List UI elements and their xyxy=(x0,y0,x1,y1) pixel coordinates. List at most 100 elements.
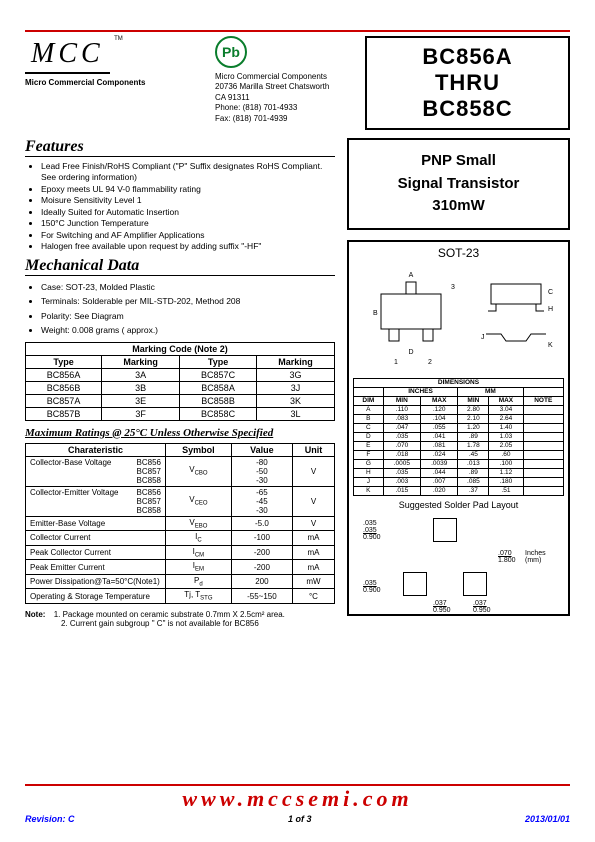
dim-cell xyxy=(523,423,564,432)
pad-rect xyxy=(433,518,457,542)
dim-cell: .085 xyxy=(458,477,489,486)
logo-text: MCC xyxy=(25,36,110,74)
dim-cell: .45 xyxy=(458,450,489,459)
dim-cell: E xyxy=(354,441,384,450)
dim-cell: .015 xyxy=(383,486,420,495)
svg-text:3: 3 xyxy=(451,284,455,291)
dim-cell: 2.10 xyxy=(458,414,489,423)
sub: CEO xyxy=(195,501,208,507)
part: BC858 xyxy=(137,506,161,515)
dim-label: .070 xyxy=(498,550,512,557)
footer-row: Revision: C 1 of 3 2013/01/01 xyxy=(25,814,570,824)
dim-cell: 1.78 xyxy=(458,441,489,450)
package-drawing: A B D 1 2 3 C H J K xyxy=(353,264,564,374)
marking-table: Marking Code (Note 2) Type Marking Type … xyxy=(25,342,335,421)
ratings-val: 200 xyxy=(231,574,292,589)
dim-cell: .035 xyxy=(383,468,420,477)
ratings-char: Collector-Base VoltageBC856BC857BC858 xyxy=(26,456,166,486)
feature-item: 150°C Junction Temperature xyxy=(41,218,335,229)
dim-cell: .083 xyxy=(383,414,420,423)
dim-sub: DIM xyxy=(354,396,384,405)
notes-label: Note: xyxy=(25,610,45,619)
dim-cell: .035 xyxy=(383,432,420,441)
subtitle-line: Signal Transistor xyxy=(353,173,564,196)
marking-header: Marking xyxy=(102,355,180,368)
sub: CM xyxy=(195,552,204,558)
dim-cell: .120 xyxy=(421,405,458,414)
pad-dim: .0370.950 xyxy=(473,600,491,614)
pad-layout-drawing: .035.0350.900 .0701.800 Inches(mm) .0350… xyxy=(353,510,564,610)
dim-cell xyxy=(523,486,564,495)
ratings-unit: °C xyxy=(292,589,334,604)
pad-rect xyxy=(403,572,427,596)
dim-cell: 2.80 xyxy=(458,405,489,414)
ratings-sym: IC xyxy=(166,531,232,546)
dim-cell: F xyxy=(354,450,384,459)
ratings-val: -100 xyxy=(231,531,292,546)
svg-text:1: 1 xyxy=(394,359,398,366)
dim-cell: .60 xyxy=(489,450,523,459)
address-company: Micro Commercial Components xyxy=(215,72,355,82)
dim-cell xyxy=(523,405,564,414)
ratings-sym: VCEO xyxy=(166,486,232,516)
marking-header: Type xyxy=(180,355,257,368)
dim-cell: 1.40 xyxy=(489,423,523,432)
sub: EM xyxy=(195,567,204,573)
marking-cell: 3K xyxy=(257,394,335,407)
marking-cell: BC857A xyxy=(26,394,102,407)
mechanical-item: Weight: 0.008 grams ( approx.) xyxy=(41,323,335,337)
part: BC858 xyxy=(137,476,161,485)
dim-cell: 3.04 xyxy=(489,405,523,414)
ratings-val: -200 xyxy=(231,560,292,575)
val: -80 xyxy=(256,458,268,467)
left-column: Features Lead Free Finish/RoHS Compliant… xyxy=(25,138,335,628)
ratings-char: Peak Emitter Current xyxy=(26,560,166,575)
features-heading: Features xyxy=(25,138,335,157)
val: -30 xyxy=(256,476,268,485)
top-divider xyxy=(25,30,570,32)
dim-cell: .081 xyxy=(421,441,458,450)
mechanical-list: Case: SOT-23, Molded Plastic Terminals: … xyxy=(25,280,335,338)
address-block: Pb Micro Commercial Components 20736 Mar… xyxy=(215,36,355,130)
pad-dim: .0370.950 xyxy=(433,600,451,614)
address-fax: Fax: (818) 701-4939 xyxy=(215,114,355,124)
ratings-sym: VCBO xyxy=(166,456,232,486)
dim-sub: MAX xyxy=(421,396,458,405)
main-columns: Features Lead Free Finish/RoHS Compliant… xyxy=(25,138,570,628)
title-line3: BC858C xyxy=(373,96,562,122)
header: MCC TM Micro Commercial Components Pb Mi… xyxy=(25,36,570,130)
package-box: SOT-23 A B D 1 2 3 xyxy=(347,240,570,616)
val: -50 xyxy=(256,467,268,476)
ratings-char: Collector Current xyxy=(26,531,166,546)
max-ratings-title: Maximum Ratings @ 25°C Unless Otherwise … xyxy=(25,427,335,439)
ratings-header: Value xyxy=(231,443,292,456)
logo-subtitle: Micro Commercial Components xyxy=(25,78,205,87)
dim-cell: A xyxy=(354,405,384,414)
rohs-icon-label: Pb xyxy=(222,44,240,60)
marking-cell: BC858A xyxy=(180,381,257,394)
dim-cell: 2.05 xyxy=(489,441,523,450)
dim-cell: .024 xyxy=(421,450,458,459)
ratings-unit: V xyxy=(292,516,334,531)
footer: www.mccsemi.com Revision: C 1 of 3 2013/… xyxy=(25,784,570,824)
subtitle-line: 310mW xyxy=(353,195,564,218)
sub: STG xyxy=(200,596,212,602)
feature-item: Epoxy meets UL 94 V-0 flammability ratin… xyxy=(41,184,335,195)
dim-label: .037 xyxy=(473,600,487,607)
dim-cell: 1.03 xyxy=(489,432,523,441)
ratings-val: -5.0 xyxy=(231,516,292,531)
marking-cell: 3E xyxy=(102,394,180,407)
dim-header xyxy=(354,387,384,396)
ratings-char: Power Dissipation@Ta=50°C(Note1) xyxy=(26,574,166,589)
part: BC857 xyxy=(137,497,161,506)
package-title: SOT-23 xyxy=(353,246,564,260)
dimensions-table: DIMENSIONS INCHES MM DIM MIN MAX MIN MAX… xyxy=(353,378,564,496)
val: -45 xyxy=(256,497,268,506)
marking-cell: BC857C xyxy=(180,368,257,381)
ratings-header: Unit xyxy=(292,443,334,456)
logo-block: MCC TM Micro Commercial Components xyxy=(25,36,205,130)
dim-cell: .0039 xyxy=(421,459,458,468)
ratings-sym: Pd xyxy=(166,574,232,589)
dim-cell: B xyxy=(354,414,384,423)
dim-sub: MIN xyxy=(383,396,420,405)
